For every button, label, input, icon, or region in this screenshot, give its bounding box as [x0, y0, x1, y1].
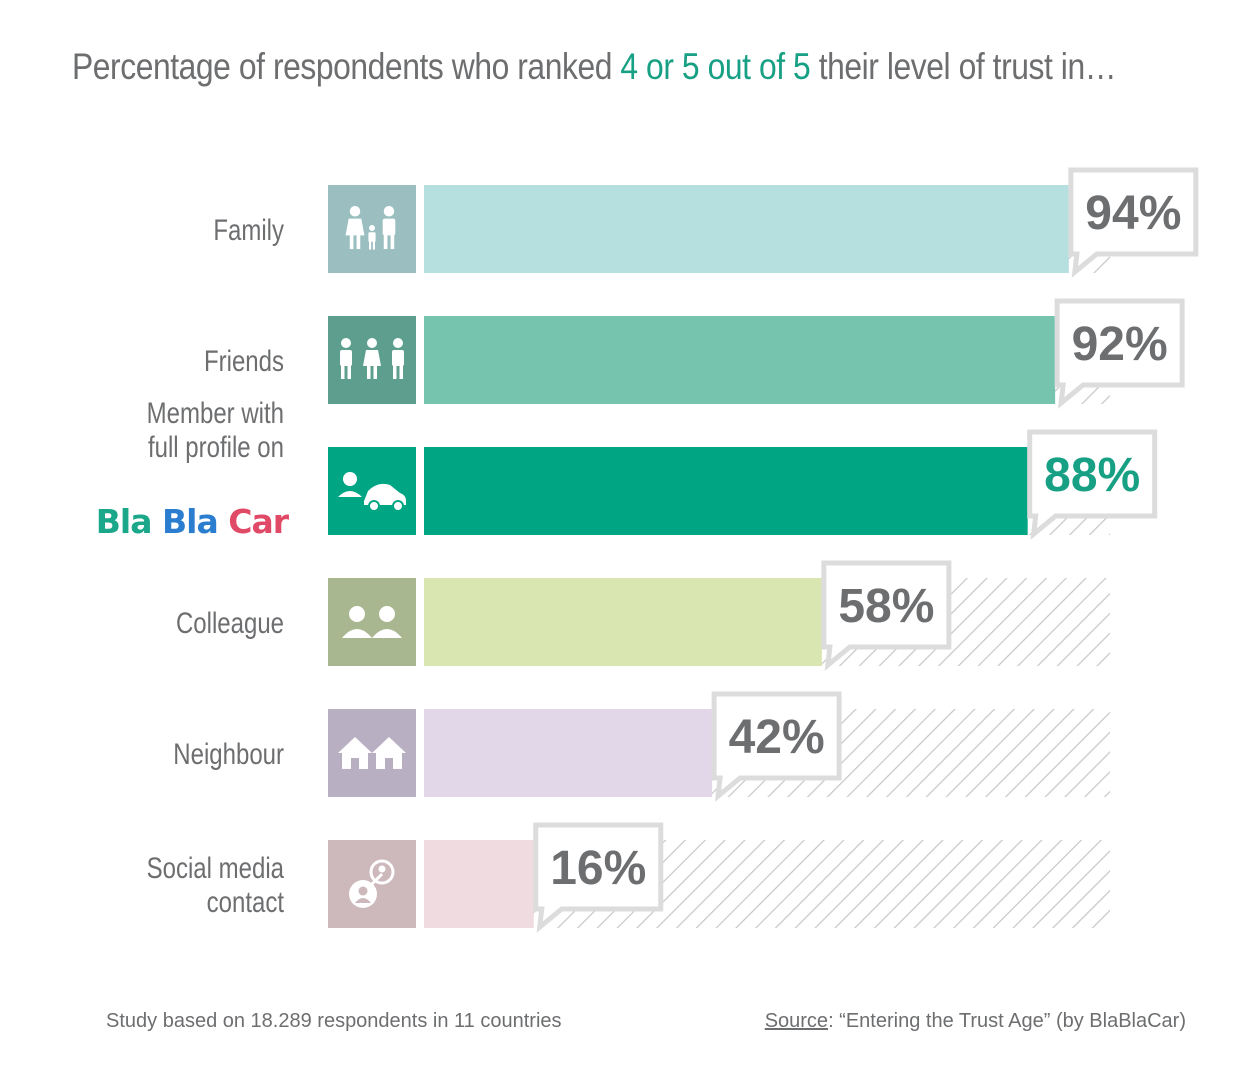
bar — [424, 447, 1028, 535]
category-label: Member with — [147, 395, 284, 429]
title-before: Percentage of respondents who ranked — [72, 46, 621, 87]
colleague-icon — [342, 606, 402, 638]
blablacar-logo: Bla Bla Car — [88, 502, 289, 541]
category-label: Social media — [147, 850, 285, 884]
value-label: 92% — [1072, 318, 1168, 371]
category-label: Friends — [204, 343, 284, 377]
value-callout — [1054, 298, 1185, 409]
source-note: Source: “Entering the Trust Age” (by Bla… — [765, 1010, 1186, 1033]
friends-icon — [340, 338, 404, 379]
chart-title: Percentage of respondents who ranked 4 o… — [72, 46, 1117, 88]
car-sharing-icon — [338, 472, 406, 512]
category-label: Neighbour — [173, 736, 284, 770]
category-label: Colleague — [176, 605, 284, 639]
category-label: contact — [207, 884, 285, 918]
source-label: Source — [764, 1010, 829, 1032]
value-label: 42% — [729, 711, 825, 764]
category-label: full profile on — [148, 429, 284, 463]
value-label: 58% — [838, 580, 934, 633]
value-callout — [1027, 429, 1158, 540]
bar — [424, 709, 713, 797]
title-after: their level of trust in… — [810, 46, 1117, 87]
bar — [424, 316, 1056, 404]
social-media-icon — [349, 859, 395, 908]
neighbour-icon — [338, 737, 406, 769]
brand-word-3: Car — [228, 502, 289, 541]
study-note: Study based on 18.289 respondents in 11 … — [106, 1010, 562, 1032]
family-icon — [345, 206, 396, 250]
value-label: 94% — [1085, 187, 1181, 240]
value-callout — [533, 822, 664, 933]
category-icon-tile — [328, 578, 416, 666]
bar — [424, 578, 822, 666]
brand-word-1: Bla — [95, 502, 153, 541]
category-label: Family — [213, 212, 284, 246]
value-label: 16% — [550, 842, 646, 895]
value-callout — [711, 691, 842, 802]
source-text: : “Entering the Trust Age” (by BlaBlaCar… — [828, 1010, 1186, 1032]
value-callout — [1068, 167, 1199, 278]
value-callout — [821, 560, 952, 671]
brand-word-2: Bla — [162, 502, 219, 541]
bar — [424, 185, 1069, 273]
value-label: 88% — [1044, 449, 1140, 502]
bar — [424, 840, 534, 928]
title-highlight: 4 or 5 out of 5 — [620, 46, 811, 87]
